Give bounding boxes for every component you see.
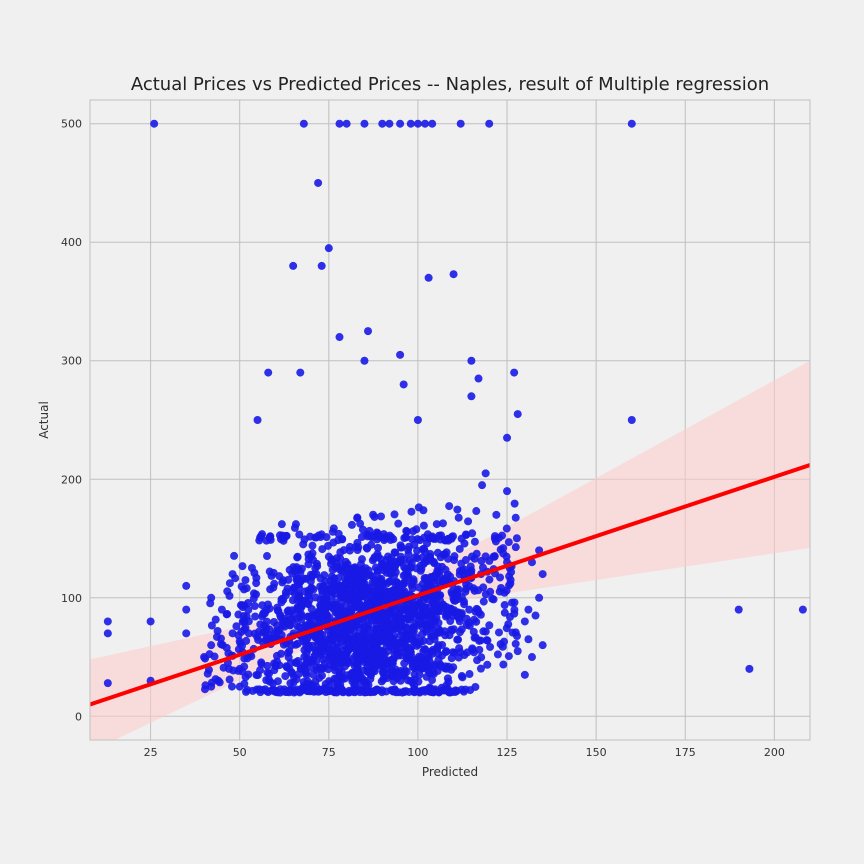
chart-container: 25 50 75 100 125 150 175 200 0 100 200 300 400 500 Pre… xyxy=(0,0,864,864)
scatter-chart: 25 50 75 100 125 150 175 200 0 100 200 300 400 500 Pre… xyxy=(0,0,864,864)
chart-title: Actual Prices vs Predicted Prices -- Nap… xyxy=(131,74,769,95)
y-tick-label: 200 xyxy=(61,473,82,486)
x-tick-label: 150 xyxy=(586,746,607,759)
x-tick-label: 100 xyxy=(407,746,428,759)
x-tick-label: 25 xyxy=(144,746,158,759)
y-axis-label: Actual xyxy=(37,401,51,439)
y-tick-label: 300 xyxy=(61,355,82,368)
x-tick-label: 125 xyxy=(497,746,518,759)
y-tick-label: 400 xyxy=(61,236,82,249)
x-axis-label: Predicted xyxy=(422,765,478,779)
x-tick-label: 200 xyxy=(764,746,785,759)
y-tick-label: 100 xyxy=(61,592,82,605)
y-tick-label: 0 xyxy=(75,710,82,723)
x-tick-label: 50 xyxy=(233,746,247,759)
y-tick-label: 500 xyxy=(61,118,82,131)
x-tick-label: 175 xyxy=(675,746,696,759)
x-tick-label: 75 xyxy=(322,746,336,759)
